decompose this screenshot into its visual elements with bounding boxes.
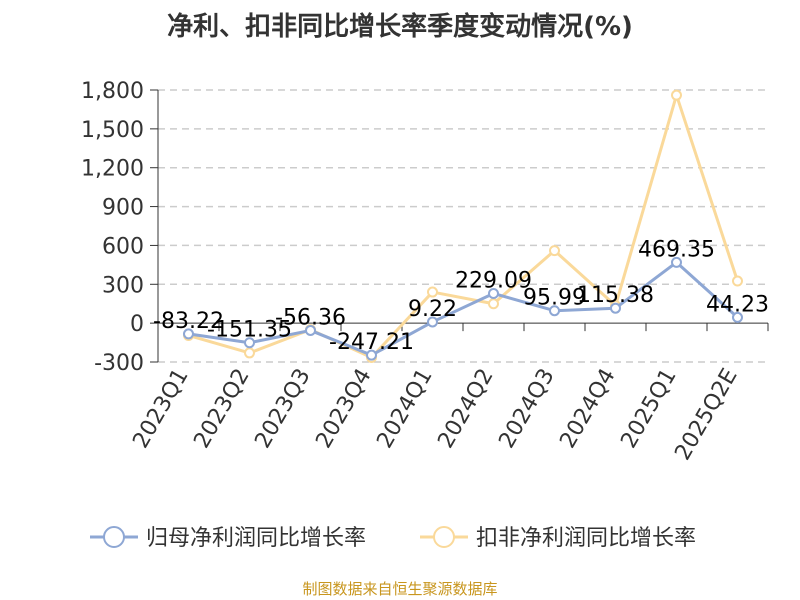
x-tick-label: 2025Q1 [616,365,681,453]
data-point [305,324,316,336]
data-label: 44.23 [706,292,769,317]
x-tick-label: 2025Q2E [670,365,742,465]
legend-label: 扣非净利润同比增长率 [476,526,696,551]
x-tick-label: 2024Q2 [433,365,498,453]
data-label: 9.22 [408,297,457,322]
data-point [610,302,621,314]
legend-marker [433,526,455,548]
data-label: 469.35 [638,237,715,262]
y-tick-label: 900 [102,196,144,221]
data-point [671,89,682,101]
data-point [549,245,560,257]
data-source-credit: 制图数据来自恒生聚源数据库 [302,580,498,598]
data-point [427,286,438,298]
x-tick-label: 2024Q4 [555,365,620,453]
data-point [244,337,255,349]
x-tick-label: 2023Q1 [128,365,193,453]
y-tick-label: 0 [130,312,144,337]
data-point [671,256,682,268]
data-point [366,349,377,361]
legend-label: 归母净利润同比增长率 [146,526,366,551]
y-axis: -300 0 300 600 900 1,200 1,500 1,800 [81,79,159,376]
data-point [488,287,499,299]
data-point [427,316,438,328]
data-point [488,298,499,310]
data-label: -56.36 [275,305,346,330]
data-label: 95.99 [523,286,586,311]
y-tick-label: -300 [94,351,144,376]
data-point [732,311,743,323]
data-label: -151.35 [207,318,292,343]
data-label: -83.22 [153,309,224,334]
data-label: 115.38 [577,283,654,308]
data-labels: -83.22-151.35-56.36-247.21 9.22 229.0995.9… [153,237,769,355]
x-tick-label: 2024Q3 [494,365,559,453]
y-tick-label: 1,200 [81,157,144,182]
data-point [549,305,560,317]
x-tick-label: 2023Q3 [250,365,315,453]
y-tick-label: 300 [102,273,144,298]
series-layer [183,89,743,363]
data-label: 229.09 [455,268,532,293]
x-tick-label: 2023Q2 [189,365,254,453]
y-tick-label: 1,800 [81,79,144,104]
y-tick-label: 1,500 [81,118,144,143]
chart-title: 净利、扣非同比增长率季度变动情况(%) [167,12,633,42]
series-line-0 [188,260,739,357]
data-point [732,275,743,287]
y-tick-label: 600 [102,234,144,259]
data-point [244,347,255,359]
data-point [183,328,194,340]
legend: 归母净利润同比增长率 扣非净利润同比增长率 [90,526,696,551]
series-line-1 [188,93,739,359]
x-tick-label: 2024Q1 [372,365,437,453]
x-tick-label: 2023Q4 [311,365,376,453]
data-label: -247.21 [329,330,414,355]
legend-marker [103,526,125,548]
